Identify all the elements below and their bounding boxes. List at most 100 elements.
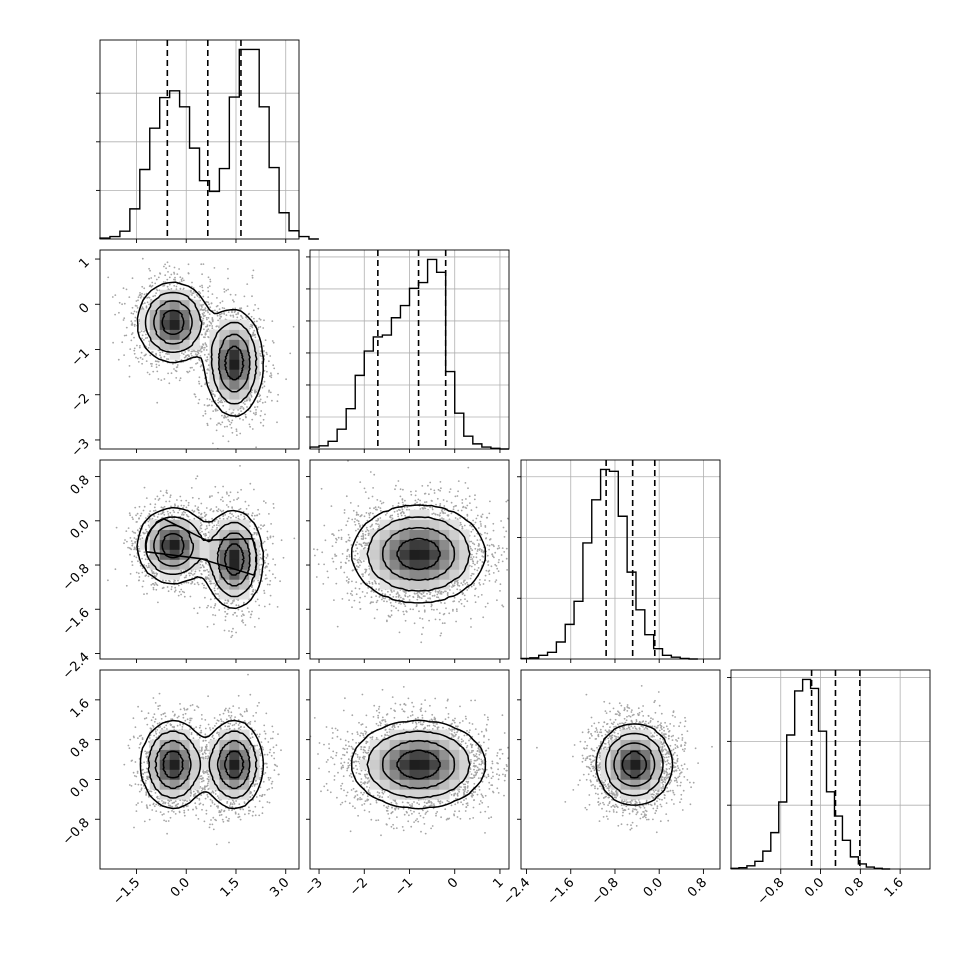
scatter-point xyxy=(245,316,247,318)
scatter-point xyxy=(196,353,199,356)
scatter-point xyxy=(191,294,193,296)
scatter-point xyxy=(195,477,197,480)
scatter-point xyxy=(114,294,117,296)
scatter-point xyxy=(209,417,212,420)
scatter-point xyxy=(204,332,207,334)
scatter-point xyxy=(207,364,210,367)
scatter-point xyxy=(144,354,147,357)
scatter-point xyxy=(138,517,141,519)
scatter-point xyxy=(274,563,277,566)
scatter-point xyxy=(190,487,193,489)
scatter-point xyxy=(198,398,201,401)
scatter-point xyxy=(155,354,158,356)
scatter-point xyxy=(173,511,176,513)
scatter-point xyxy=(200,304,203,307)
scatter-point xyxy=(204,569,207,572)
scatter-point xyxy=(259,573,262,576)
scatter-point xyxy=(128,296,131,298)
scatter-point xyxy=(136,512,139,515)
histogram-step-line xyxy=(99,48,319,240)
scatter-point xyxy=(208,303,210,306)
scatter-point xyxy=(155,352,158,355)
scatter-point xyxy=(141,567,144,569)
scatter-point xyxy=(200,308,203,310)
scatter-point xyxy=(148,303,151,306)
scatter-point xyxy=(165,579,167,582)
scatter-point xyxy=(259,326,262,328)
density-cell xyxy=(209,379,220,390)
scatter-point xyxy=(131,277,134,280)
scatter-point xyxy=(154,360,157,363)
scatter-point xyxy=(143,564,146,566)
scatter-point xyxy=(247,313,250,316)
scatter-point xyxy=(205,349,208,351)
scatter-point xyxy=(237,311,240,314)
scatter-point xyxy=(214,485,217,488)
scatter-point xyxy=(162,511,165,514)
scatter-point xyxy=(253,390,256,393)
scatter-point xyxy=(259,545,262,547)
scatter-point xyxy=(165,489,168,492)
scatter-point xyxy=(193,607,196,610)
histogram-grid xyxy=(521,460,720,659)
scatter-point xyxy=(254,336,257,339)
scatter-point xyxy=(245,416,247,419)
scatter-point xyxy=(242,407,245,410)
scatter-point xyxy=(187,371,189,374)
scatter-point xyxy=(141,334,144,337)
scatter-point xyxy=(230,516,232,519)
scatter-point xyxy=(134,316,137,319)
scatter-point xyxy=(183,595,186,598)
scatter-point xyxy=(165,352,168,355)
scatter-point xyxy=(129,537,132,539)
scatter-point xyxy=(203,349,205,351)
scatter-point xyxy=(207,404,210,407)
scatter-point xyxy=(202,295,205,298)
scatter-point xyxy=(250,514,253,517)
scatter-point xyxy=(223,312,225,314)
scatter-point xyxy=(163,378,166,380)
scatter-point xyxy=(253,333,255,336)
scatter-point xyxy=(211,522,214,524)
scatter-point xyxy=(183,356,186,359)
scatter-point xyxy=(213,582,215,585)
density-cell xyxy=(149,299,160,310)
scatter-point xyxy=(199,309,202,311)
scatter-point xyxy=(203,346,206,349)
scatter-point xyxy=(202,323,205,326)
scatter-point xyxy=(253,488,255,491)
density-cell xyxy=(239,359,250,370)
scatter-point xyxy=(269,535,272,538)
scatter-point xyxy=(136,521,138,523)
scatter-point xyxy=(147,575,150,578)
scatter-point xyxy=(203,322,205,324)
scatter-point xyxy=(254,514,256,517)
scatter-point xyxy=(251,326,254,329)
scatter-point xyxy=(259,421,262,424)
scatter-point xyxy=(125,326,128,329)
scatter-point xyxy=(211,318,214,320)
scatter-point xyxy=(200,512,203,515)
scatter-point xyxy=(206,422,209,425)
scatter-point xyxy=(204,532,207,535)
scatter-point xyxy=(207,290,210,293)
scatter-point xyxy=(208,324,211,327)
scatter-point xyxy=(248,312,251,315)
density-cell xyxy=(219,369,230,380)
density-cell xyxy=(219,389,230,400)
scatter-point xyxy=(196,475,199,478)
scatter-point xyxy=(211,495,213,497)
scatter-point xyxy=(203,353,206,356)
scatter-point xyxy=(200,513,202,516)
scatter-point xyxy=(142,509,145,512)
scatter-point xyxy=(134,540,137,543)
scatter-point xyxy=(196,581,199,584)
scatter-point xyxy=(170,588,173,591)
scatter-point xyxy=(202,414,205,417)
contours xyxy=(136,281,265,418)
scatter-point xyxy=(209,306,212,309)
scatter-point xyxy=(139,514,142,517)
scatter-point xyxy=(156,370,159,373)
scatter-point xyxy=(215,305,218,308)
scatter-point xyxy=(166,492,169,494)
